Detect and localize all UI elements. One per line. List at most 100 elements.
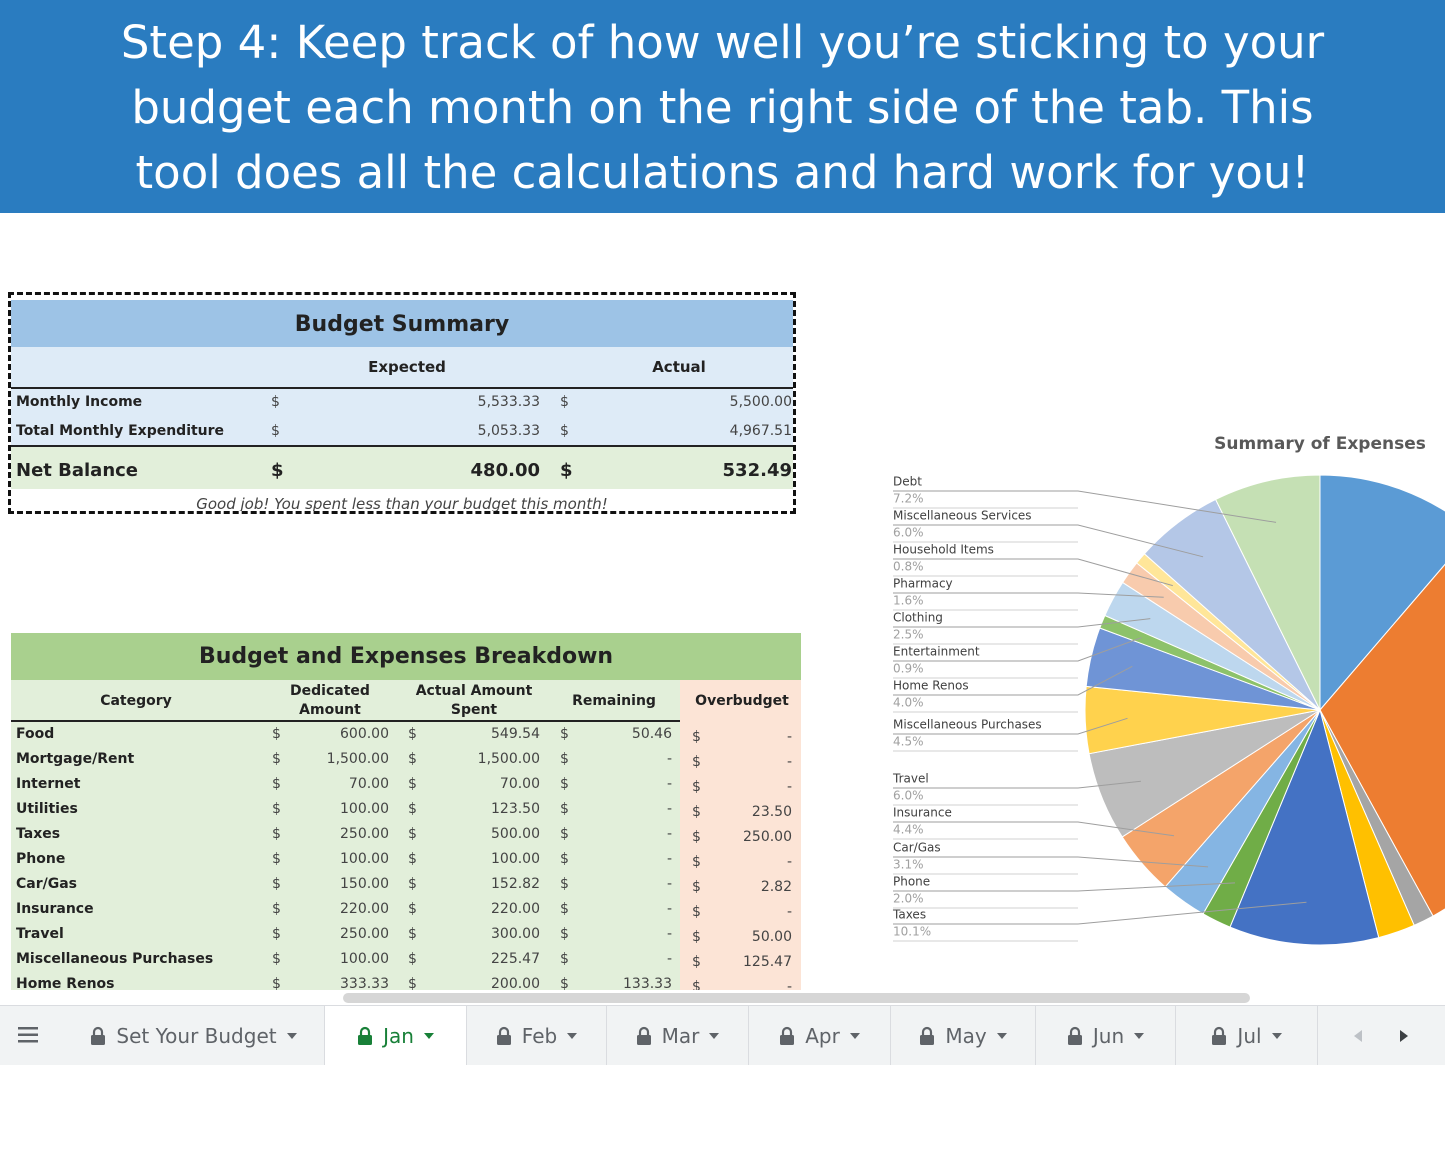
tab-label[interactable]: Mar [661, 1023, 700, 1048]
pie-slice [1319, 474, 1445, 712]
category: Food [16, 726, 55, 742]
slice-percent: 6.0% [893, 526, 924, 540]
tab-menu-arrow[interactable] [286, 1032, 297, 1039]
tab-label[interactable]: Feb [521, 1023, 558, 1048]
amount: $ [560, 423, 569, 439]
amount: $ [272, 901, 281, 917]
amount: $ [271, 394, 280, 410]
slice-label: Clothing [893, 611, 943, 625]
amount: $ [272, 726, 281, 742]
tab-label[interactable]: Set Your Budget [116, 1023, 277, 1048]
sheet-tab[interactable]: Jun [1036, 1006, 1176, 1065]
amount: $ [560, 901, 569, 917]
tab-label[interactable]: May [945, 1023, 987, 1048]
amount: $ [408, 726, 417, 742]
row-label: Total Monthly Expenditure [16, 423, 225, 439]
leader-line [893, 821, 1175, 837]
amount: - [666, 951, 672, 967]
horizontal-scrollbar[interactable] [343, 993, 1250, 1003]
slice-percent: 0.9% [893, 662, 924, 676]
amount: - [666, 926, 672, 942]
expenses-breakdown: Budget and Expenses Breakdown Category Ded… [11, 633, 801, 990]
tab-label[interactable]: Jan [383, 1023, 414, 1048]
category: Miscellaneous Purchases [16, 951, 214, 967]
amount: 220.00 [340, 901, 389, 917]
row-label: Monthly Income [16, 394, 143, 410]
slice-percent: 0.8% [893, 560, 924, 574]
summary-header: Actual [652, 358, 706, 376]
expense-pie-chart: Summary of Expenses Taxes 10.1% Phone 2.0% C… [892, 434, 1445, 946]
tab-label[interactable]: Jul [1237, 1023, 1262, 1048]
amount: $ [692, 754, 701, 770]
tab-menu-arrow[interactable] [1134, 1032, 1145, 1039]
breakdown-title: Budget and Expenses Breakdown [198, 644, 614, 669]
amount: $ [408, 876, 417, 892]
slice-percent: 4.0% [893, 696, 924, 710]
lock-icon [636, 1026, 651, 1045]
amount: $ [692, 879, 701, 895]
column-header: Remaining [572, 692, 656, 709]
amount: $ [408, 976, 417, 990]
slice-label: Car/Gas [893, 841, 941, 855]
tab-label[interactable]: Jun [1092, 1023, 1125, 1048]
lock-icon [91, 1026, 106, 1045]
amount: 220.00 [491, 901, 540, 917]
slice-percent: 4.4% [893, 823, 924, 837]
sheet-tab[interactable]: Apr [749, 1006, 891, 1065]
amount: 250.00 [340, 826, 389, 842]
tab-label[interactable]: Apr [805, 1023, 840, 1048]
amount: $ [692, 929, 701, 945]
amount: - [666, 751, 672, 767]
leader-line [893, 558, 1173, 587]
amount: 23.50 [751, 804, 792, 820]
slice-percent: 6.0% [893, 789, 924, 803]
sheet-tab[interactable]: Set Your Budget [63, 1006, 325, 1065]
amount: $ [560, 394, 569, 410]
banner-text: budget each month on the right side of t… [131, 81, 1314, 134]
slice-label: Entertainment [893, 645, 980, 659]
category: Travel [16, 926, 64, 942]
category: Mortgage/Rent [16, 751, 135, 767]
sheet-tab[interactable]: Jan [325, 1006, 467, 1065]
sheet-tab[interactable]: May [891, 1006, 1036, 1065]
summary-header: Expected [368, 358, 446, 376]
amount: $ [272, 826, 281, 842]
leader-line [893, 901, 1307, 925]
category: Home Renos [16, 976, 115, 990]
net-amount: $ [560, 460, 573, 481]
amount: 100.00 [491, 851, 540, 867]
amount: 500.00 [491, 826, 540, 842]
amount: $ [692, 979, 701, 990]
amount: $ [560, 776, 569, 792]
lock-icon [920, 1026, 935, 1045]
tab-menu-arrow[interactable] [567, 1032, 578, 1039]
slice-label: Miscellaneous Purchases [893, 718, 1042, 732]
amount: - [666, 801, 672, 817]
tab-menu-arrow[interactable] [709, 1032, 720, 1039]
menu-icon[interactable] [18, 1026, 38, 1044]
amount: 1,500.00 [477, 751, 540, 767]
slice-label: Phone [893, 875, 930, 889]
amount: 133.33 [623, 976, 672, 990]
tab-menu-arrow[interactable] [423, 1032, 434, 1039]
amount: 333.33 [340, 976, 389, 990]
amount: $ [560, 951, 569, 967]
slice-label: Travel [892, 772, 929, 786]
sheet-tab[interactable]: Jul [1176, 1006, 1318, 1065]
amount: $ [560, 801, 569, 817]
summary-header-band [11, 347, 793, 389]
tab-menu-arrow[interactable] [996, 1032, 1007, 1039]
tab-menu-arrow[interactable] [849, 1032, 860, 1039]
pie-slice [1214, 474, 1321, 711]
amount: $ [692, 904, 701, 920]
chart-title: Summary of Expenses [1214, 434, 1426, 454]
column-header: Category [100, 692, 172, 709]
sheet-tab[interactable]: Mar [607, 1006, 749, 1065]
tab-menu-arrow[interactable] [1271, 1032, 1282, 1039]
lock-icon [780, 1026, 795, 1045]
sheet-tab[interactable]: Feb [467, 1006, 607, 1065]
tab-scroll-arrows[interactable] [1340, 1024, 1420, 1048]
amount: $ [408, 851, 417, 867]
leader-line [893, 490, 1277, 523]
amount: - [666, 901, 672, 917]
